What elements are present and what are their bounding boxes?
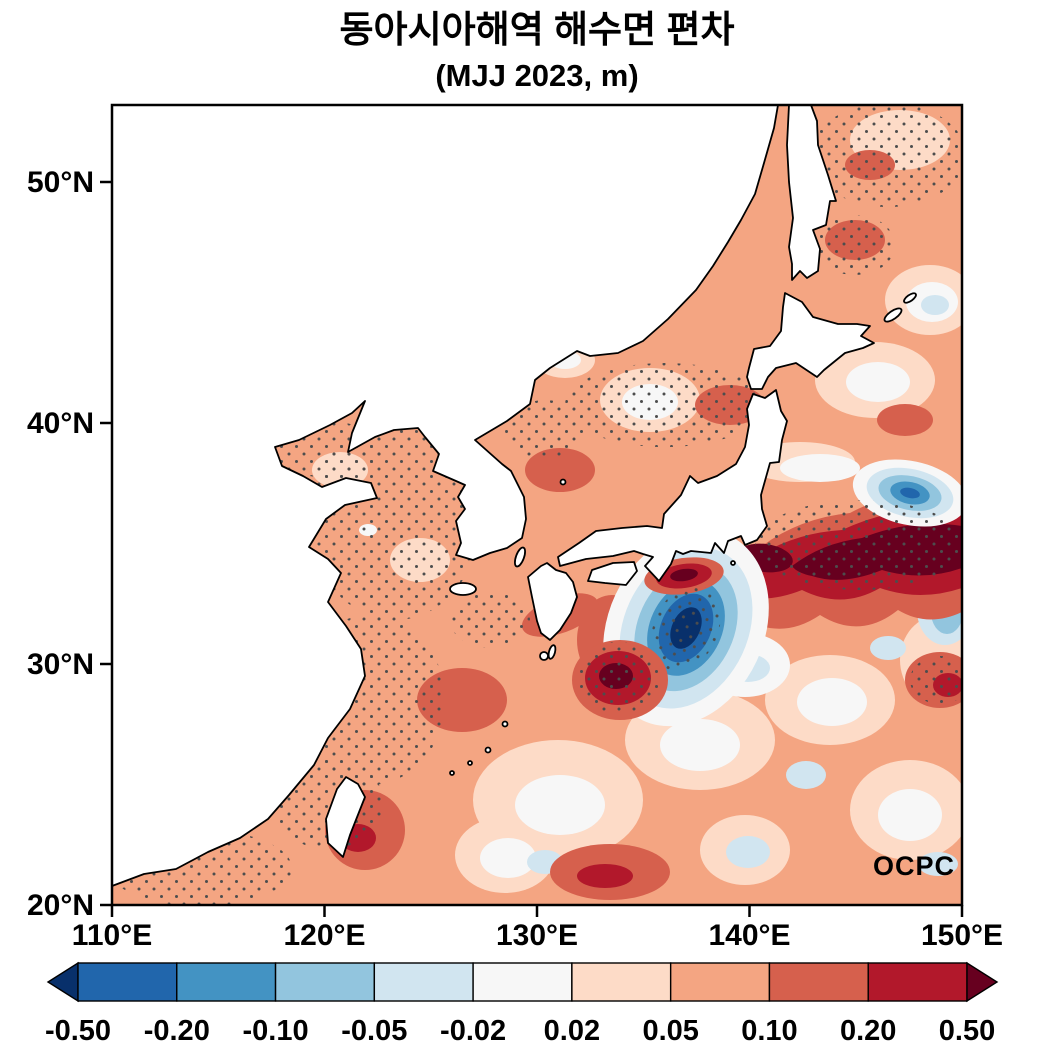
x-tick-label: 120°E bbox=[283, 919, 365, 952]
colorbar-segment bbox=[176, 962, 277, 1002]
colorbar-tick-label: -0.05 bbox=[341, 1015, 407, 1047]
jeju-island bbox=[449, 582, 477, 596]
x-tick-label: 140°E bbox=[708, 919, 790, 952]
stipple-region bbox=[505, 400, 585, 460]
stipple-region bbox=[815, 215, 895, 275]
y-tick-label: 40°N bbox=[27, 407, 94, 440]
land-layer bbox=[112, 105, 917, 887]
ryukyu-island-4 bbox=[449, 770, 455, 776]
anomaly-contour-blob bbox=[670, 568, 698, 582]
anomaly-contour-blob bbox=[918, 852, 958, 876]
y-tick-label: 30°N bbox=[27, 648, 94, 681]
ryukyu-island-3 bbox=[467, 760, 473, 766]
colorbar-tick-label: -0.10 bbox=[243, 1015, 309, 1047]
stipple-region bbox=[755, 500, 962, 590]
anomaly-contour-blob bbox=[900, 487, 920, 499]
stipple-region bbox=[810, 105, 962, 207]
colorbar-right-arrow bbox=[966, 961, 999, 1003]
stipple-region bbox=[450, 592, 530, 648]
colorbar-segment bbox=[472, 962, 573, 1002]
stipple-region bbox=[651, 585, 721, 671]
honshu bbox=[557, 389, 788, 582]
colorbar-left-arrow bbox=[46, 961, 79, 1003]
anomaly-contour-blob bbox=[515, 775, 605, 835]
x-tick-label: 110°E bbox=[72, 919, 152, 952]
colorbar-segment bbox=[373, 962, 474, 1002]
chart-title: 동아시아해역 해수면 편차 bbox=[340, 9, 735, 50]
kyushu bbox=[527, 562, 578, 641]
ocpc-logo: OCPC bbox=[873, 851, 955, 881]
shikoku bbox=[587, 561, 638, 586]
anomaly-contour-blob bbox=[786, 761, 826, 789]
anomaly-field-layer: OCPC bbox=[112, 105, 962, 905]
colorbar-segment bbox=[571, 962, 672, 1002]
colorbar-tick-label: -0.20 bbox=[144, 1015, 210, 1047]
hokkaido bbox=[746, 292, 875, 390]
colorbar-tick-label: 0.02 bbox=[544, 1015, 600, 1047]
anomaly-contour-blob bbox=[877, 404, 933, 436]
ryukyu-island-1 bbox=[501, 720, 509, 728]
colorbar-tick-label: 0.10 bbox=[741, 1015, 797, 1047]
stipple-layer bbox=[112, 105, 962, 905]
colorbar-segment bbox=[867, 962, 968, 1002]
colorbar-segment bbox=[274, 962, 376, 1002]
anomaly-contour-blob bbox=[660, 719, 740, 771]
ulleung-island bbox=[559, 478, 567, 486]
stipple-region bbox=[275, 760, 385, 850]
x-tick-label: 150°E bbox=[921, 919, 1003, 952]
anomaly-contour-blob bbox=[480, 838, 536, 878]
colorbar-segment bbox=[77, 962, 178, 1002]
colorbar-segment bbox=[768, 962, 869, 1002]
taiwan bbox=[325, 776, 366, 858]
stipple-region bbox=[910, 656, 962, 704]
kuril-island bbox=[883, 307, 903, 323]
tanegashima-island bbox=[547, 644, 557, 660]
colorbar-tick-label: 0.20 bbox=[840, 1015, 896, 1047]
colorbar-tick-label: 0.50 bbox=[939, 1015, 995, 1047]
chart-subtitle: (MJJ 2023, m) bbox=[435, 58, 638, 93]
mainland-asia bbox=[112, 105, 779, 887]
y-tick-label: 50°N bbox=[27, 166, 94, 199]
ryukyu-island-2 bbox=[484, 746, 492, 754]
colorbar-tick-label: -0.50 bbox=[45, 1015, 111, 1047]
kuril-island-2 bbox=[903, 292, 917, 304]
y-tick-label: 20°N bbox=[27, 889, 94, 922]
anomaly-contour-blob bbox=[878, 789, 942, 841]
stipple-region bbox=[576, 642, 660, 714]
colorbar-tick-label: 0.05 bbox=[642, 1015, 698, 1047]
colorbar: -0.50 -0.20 -0.10 -0.05 -0.02 0.02 0.05 0.10 0.2… bbox=[45, 961, 999, 1047]
colorbar-tick-label: -0.02 bbox=[440, 1015, 506, 1047]
anomaly-contour-blob bbox=[577, 864, 633, 888]
tsushima-island bbox=[514, 546, 526, 568]
sakhalin bbox=[786, 105, 837, 281]
yakushima-island bbox=[539, 651, 549, 661]
stipple-region bbox=[565, 363, 765, 447]
anomaly-contour-blob bbox=[780, 454, 860, 482]
x-tick-label: 130°E bbox=[496, 919, 578, 952]
axes-layer: 110°E 120°E 130°E 140°E 150°E 20°N 30°N 40°N 50°… bbox=[27, 166, 1003, 952]
anomaly-contour-blob bbox=[726, 836, 770, 868]
anomaly-contour-blob bbox=[846, 362, 910, 402]
anomaly-contour-blob bbox=[921, 295, 949, 315]
colorbar-segment bbox=[669, 962, 771, 1002]
anomaly-contour-blob bbox=[797, 678, 867, 726]
anomaly-contour-blob bbox=[870, 636, 906, 660]
izu-island bbox=[730, 560, 736, 566]
